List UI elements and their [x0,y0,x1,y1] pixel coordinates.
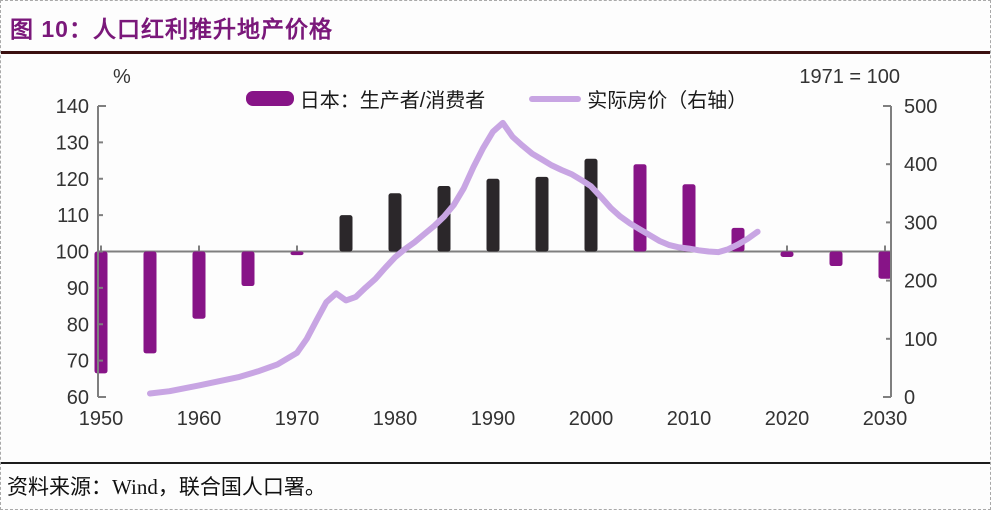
bar-1950 [94,251,108,374]
left-tick-label-140: 140 [56,96,89,118]
bar-1995 [535,176,549,252]
source-divider [1,462,990,464]
line-series-label: 实际房价（右轴） [587,90,748,112]
bar-2025 [829,251,843,267]
left-tick-label-90: 90 [67,278,89,300]
bar-2030 [878,251,892,279]
x-tick-label-2000: 2000 [569,408,614,430]
source-note: 资料来源：Wind，联合国人口署。 [7,475,326,499]
bar-1990 [486,178,500,252]
chart-area: % 1971 = 100 日本：生产者/消费者 实际房价（右轴） 1950 196… [1,54,990,456]
bar-1975 [339,215,353,252]
left-tick-label-60: 60 [67,387,89,409]
right-tick-label-500: 500 [904,96,937,118]
x-tick-label-1990: 1990 [471,408,516,430]
x-tick-label-1960: 1960 [177,408,222,430]
right-tick-label-400: 400 [904,154,937,176]
right-tick-label-0: 0 [904,387,915,409]
legend-item-bars: 日本：生产者/消费者 [245,84,486,113]
chart-legend: 日本：生产者/消费者 实际房价（右轴） [1,84,990,113]
title-divider [1,51,990,54]
x-tick-label-1950: 1950 [79,408,124,430]
legend-item-line: 实际房价（右轴） [529,84,747,113]
left-tick-label-130: 130 [56,132,89,154]
bar-series-swatch-icon [245,91,294,106]
bar-2010 [682,184,696,252]
right-tick-label-200: 200 [904,271,937,293]
figure-title: 图 10：人口红利推升地产价格 [10,16,333,42]
left-axis-unit-label: % [113,66,131,88]
bar-2000 [584,158,598,252]
house-price-line [147,119,761,397]
left-tick-label-70: 70 [67,351,89,373]
right-tick-label-300: 300 [904,212,937,234]
bar-series-label: 日本：生产者/消费者 [299,90,486,112]
line-series-swatch-icon [529,95,582,102]
left-tick-label-100: 100 [56,242,89,264]
bar-1980 [388,193,402,252]
left-tick-label-80: 80 [67,314,89,336]
bar-1955 [143,251,157,354]
bar-2005 [633,164,647,252]
left-tick-label-110: 110 [57,205,89,227]
bar-2020 [780,251,794,257]
chart-plot: 1950 1960 1970 1980 1990 2000 2010 2020 20301401… [56,96,938,430]
bar-1960 [192,251,206,319]
right-axis-unit-label: 1971 = 100 [799,66,900,88]
x-tick-label-2020: 2020 [765,408,810,430]
left-tick-label-120: 120 [56,169,89,191]
right-tick-label-100: 100 [904,329,937,351]
bar-1970 [290,251,304,256]
x-tick-label-1980: 1980 [373,408,418,430]
x-tick-label-1970: 1970 [275,408,320,430]
x-tick-label-2010: 2010 [667,408,712,430]
x-tick-label-2030: 2030 [863,408,908,430]
bar-1965 [241,251,255,287]
